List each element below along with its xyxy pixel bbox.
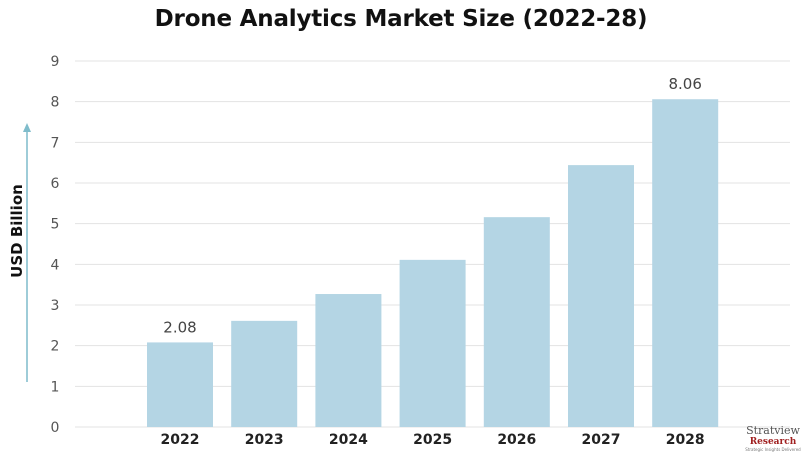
y-tick-label: 9 — [51, 54, 60, 70]
y-tick-label: 0 — [51, 420, 60, 436]
bar-2023 — [231, 320, 298, 427]
x-tick-label: 2025 — [413, 432, 452, 448]
chart-title: Drone Analytics Market Size (2022-28) — [154, 6, 648, 32]
logo-tagline: Strategic Insights Delivered — [745, 447, 801, 452]
x-tick-label: 2026 — [497, 432, 536, 448]
y-tick-label: 5 — [51, 217, 60, 233]
bar-2026 — [483, 217, 550, 427]
x-tick-labels: 2022 2023 2024 2025 2026 2027 2028 — [161, 432, 705, 448]
y-tick-label: 2 — [51, 339, 60, 355]
logo-name: Stratview — [746, 424, 800, 437]
bars — [147, 99, 719, 427]
x-tick-label: 2024 — [329, 432, 368, 448]
x-tick-label: 2027 — [582, 432, 621, 448]
stratview-logo: Stratview Research Strategic Insights De… — [744, 425, 802, 459]
y-tick-label: 7 — [51, 135, 60, 151]
bar-2024 — [315, 294, 382, 427]
data-label: 8.06 — [668, 75, 701, 93]
x-tick-label: 2022 — [161, 432, 200, 448]
y-tick-label: 4 — [51, 257, 60, 273]
bar-2025 — [399, 259, 466, 427]
y-tick-label: 6 — [51, 176, 60, 192]
bar-2027 — [568, 165, 634, 427]
bar-2022 — [147, 342, 213, 427]
y-tick-label: 8 — [51, 95, 60, 111]
x-tick-label: 2028 — [666, 432, 705, 448]
data-label: 2.08 — [163, 318, 196, 336]
y-axis-arrow-head — [23, 123, 31, 132]
y-tick-label: 1 — [51, 379, 60, 395]
data-labels: 2.08 8.06 — [163, 75, 702, 336]
y-tick-label: 3 — [51, 298, 60, 314]
logo-subname: Research — [749, 437, 797, 447]
x-tick-label: 2023 — [245, 432, 284, 448]
bar-2028 — [652, 99, 719, 427]
y-tick-labels: 0 1 2 3 4 5 6 7 8 9 — [51, 54, 60, 436]
